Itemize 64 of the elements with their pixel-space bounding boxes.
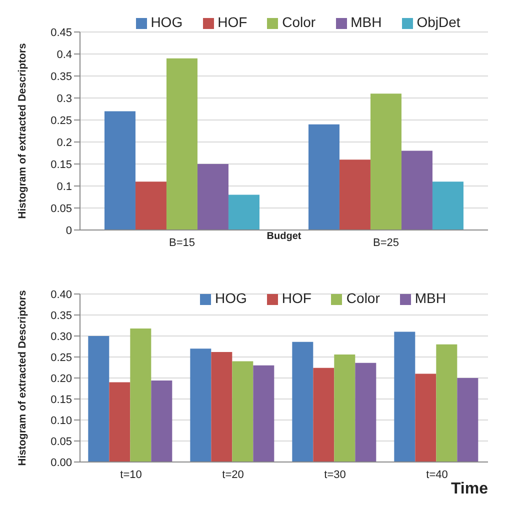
x-axis-title: Budget	[266, 231, 302, 242]
x-tick-label: B=25	[373, 236, 399, 249]
bar	[104, 111, 136, 230]
y-tick-label: 0.45	[50, 26, 72, 39]
x-axis-title: Time	[450, 480, 488, 498]
y-tick-label: 0.15	[50, 158, 72, 171]
bar	[436, 344, 458, 462]
bar	[401, 150, 432, 230]
bar	[313, 368, 334, 462]
bar	[166, 58, 198, 230]
bar	[211, 352, 232, 462]
bar	[432, 182, 464, 230]
y-tick-label: 0.2	[56, 136, 72, 149]
y-tick-label: 0.05	[50, 202, 72, 215]
y-tick-label: 0.05	[50, 436, 72, 448]
legend-label: Color	[282, 14, 316, 30]
y-tick-label: 0.35	[50, 310, 72, 322]
bar	[130, 328, 152, 462]
legend-label: HOG	[214, 290, 247, 306]
bar	[457, 378, 478, 462]
legend-label: HOF	[218, 14, 248, 30]
y-tick-label: 0.40	[50, 288, 72, 301]
y-tick-label: 0	[66, 224, 72, 237]
legend-label: HOG	[150, 14, 183, 30]
y-axis-title: Histogram of extracted Descriptors	[16, 290, 29, 466]
legend-label: MBH	[414, 290, 446, 306]
y-tick-label: 0.00	[50, 456, 72, 469]
bar	[308, 124, 340, 230]
y-tick-label: 0.25	[50, 352, 72, 364]
y-tick-label: 0.20	[50, 372, 72, 385]
legend-label: Color	[346, 290, 380, 306]
x-tick-label: t=30	[324, 468, 346, 481]
y-tick-label: 0.35	[50, 70, 72, 83]
bar	[228, 194, 260, 230]
bar	[370, 94, 402, 230]
bar	[292, 342, 314, 462]
y-tick-label: 0.15	[50, 394, 72, 406]
bar	[135, 182, 166, 230]
x-tick-label: B=15	[169, 236, 195, 249]
bar	[232, 361, 254, 462]
bar	[394, 332, 416, 462]
y-tick-label: 0.3	[56, 92, 72, 105]
y-tick-label: 0.1	[56, 180, 72, 193]
bar	[109, 382, 130, 462]
bar	[339, 160, 370, 230]
bar	[88, 336, 110, 462]
y-tick-label: 0.25	[50, 114, 72, 127]
x-tick-label: t=40	[426, 468, 448, 481]
x-tick-label: t=20	[222, 468, 244, 481]
bar	[190, 348, 212, 462]
bar	[355, 362, 376, 462]
legend-label: MBH	[350, 14, 382, 30]
x-tick-label: t=10	[120, 468, 142, 481]
bar	[253, 365, 274, 462]
y-tick-label: 0.10	[50, 414, 72, 427]
legend-label: HOF	[282, 290, 312, 306]
bar	[197, 164, 228, 230]
bar	[334, 354, 356, 462]
bar	[151, 380, 172, 462]
y-tick-label: 0.4	[56, 48, 72, 61]
bar	[415, 374, 436, 462]
y-tick-label: 0.30	[50, 330, 72, 343]
legend-label: ObjDet	[416, 14, 460, 30]
y-axis-title: Histogram of extracted Descriptors	[16, 43, 29, 219]
